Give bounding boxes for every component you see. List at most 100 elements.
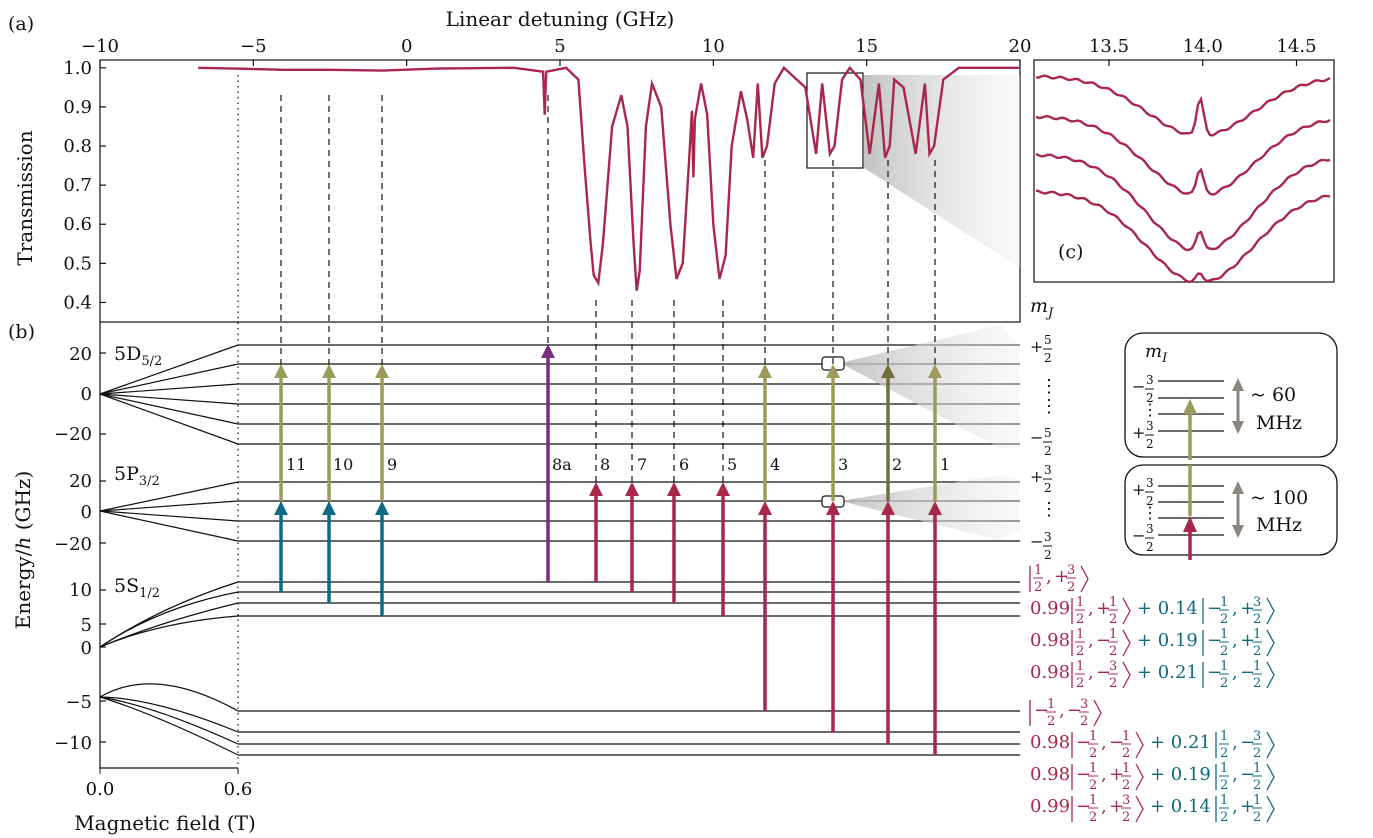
svg-text:−10: −10: [54, 733, 92, 754]
svg-text:⋮: ⋮: [1142, 400, 1158, 419]
d52-fan: [99, 383, 239, 395]
fraction-sign: +: [1240, 630, 1255, 651]
arrow-teal-10-head: [322, 501, 336, 515]
fraction-denominator: 2: [1253, 778, 1261, 793]
fraction-numerator: 1: [1047, 697, 1055, 712]
ket-comma: ,: [1046, 566, 1052, 587]
fraction-denominator: 2: [1253, 676, 1261, 691]
ket-comma: ,: [1101, 764, 1107, 785]
svg-text:MHz: MHz: [1256, 514, 1302, 536]
fraction-numerator: 3: [1067, 563, 1075, 578]
fraction-denominator: 2: [1122, 810, 1130, 825]
state-label-row: 0.98 −12, +12+ 0.19 12, −12: [1030, 761, 1275, 793]
ket-angle: [1266, 795, 1275, 823]
fraction-denominator: 2: [1109, 676, 1117, 691]
fraction-denominator: 2: [1253, 612, 1261, 627]
p32-fan: [99, 500, 239, 512]
ket-comma: ,: [1232, 630, 1238, 651]
fraction-numerator: 1: [1220, 761, 1228, 776]
ket-angle: [1266, 763, 1275, 791]
ket-angle: [1122, 629, 1131, 657]
state-label-row: −12, −32: [1029, 697, 1102, 729]
transition-number: 11: [286, 455, 306, 474]
fraction-numerator: 1: [1089, 729, 1097, 744]
fraction-sign: +: [1096, 598, 1111, 619]
arrow-red-5-head: [716, 482, 730, 496]
y-axis-title-energy: Energy/h (GHz): [11, 471, 35, 630]
ket-angle: [1135, 731, 1144, 759]
svg-text:2: 2: [1044, 548, 1052, 562]
fraction-numerator: 1: [1109, 595, 1117, 610]
ket-comma: ,: [1101, 732, 1107, 753]
ket-comma: ,: [1088, 630, 1094, 651]
svg-text:⋮: ⋮: [1142, 503, 1158, 522]
svg-text:+: +: [1132, 423, 1145, 442]
fraction-sign: +: [1240, 796, 1255, 817]
state-tail-coefficient: + 0.19: [1137, 630, 1198, 651]
arrow-olive-1-head: [928, 364, 942, 378]
p32-fan: [99, 510, 239, 522]
fraction-numerator: 3: [1253, 595, 1261, 610]
fraction-denominator: 2: [1076, 676, 1084, 691]
svg-text:2: 2: [1044, 351, 1052, 365]
fraction-numerator: 1: [1089, 761, 1097, 776]
state-composition-labels: 12, +320.99 12, +12+ 0.14 −12, +320.98 12, −12+…: [1029, 563, 1275, 825]
ket-angle: [1080, 565, 1089, 593]
transition-number: 10: [333, 455, 353, 474]
x-tick-label-c: 14.5: [1276, 36, 1316, 57]
arrow-teal-11-head: [274, 501, 288, 515]
svg-text:3: 3: [1146, 373, 1154, 387]
svg-text:2: 2: [1044, 444, 1052, 458]
svg-text:20: 20: [69, 471, 92, 492]
ket-angle: [1266, 661, 1275, 689]
arrow-olive-11-head: [274, 364, 288, 378]
trace-c: [1035, 114, 1331, 196]
fraction-sign: −: [1076, 796, 1091, 817]
panel-label-a: (a): [8, 13, 34, 35]
svg-text:−: −: [1030, 428, 1043, 447]
fraction-numerator: 1: [1076, 595, 1084, 610]
svg-text:−5: −5: [65, 692, 92, 713]
y-tick-label-a: 0.6: [63, 214, 92, 235]
transition-number: 8a: [552, 455, 572, 474]
mj-labels: +52 ⋮ ⋮ −52 +32 ⋮ −32: [1030, 333, 1058, 562]
arrow-red-8-head: [589, 482, 603, 496]
svg-text:20: 20: [69, 344, 92, 365]
fraction-denominator: 2: [1034, 580, 1042, 595]
transition-number: 2: [892, 455, 902, 474]
svg-text:⋮: ⋮: [1040, 396, 1058, 417]
transmission-trace: [198, 65, 1020, 291]
transition-number: 9: [387, 455, 397, 474]
x-tick-label-a: 10: [702, 36, 725, 57]
transition-number: 4: [770, 455, 780, 474]
state-coefficient: 0.98: [1030, 764, 1070, 785]
x-ticks-c: 13.5 14.0 14.5: [1089, 36, 1317, 66]
svg-text:−: −: [1132, 526, 1145, 545]
plot-area-c: [1033, 59, 1335, 283]
zoom-shade-p-inset: [840, 475, 1020, 540]
ket-angle: [1266, 597, 1275, 625]
state-coefficient: 0.98: [1030, 662, 1070, 683]
state-label-row: 0.98 12, −12+ 0.19 −12, +12: [1030, 627, 1275, 659]
svg-text:−20: −20: [54, 534, 92, 555]
x-tick-label-a: 20: [1009, 36, 1032, 57]
ket-angle: [1266, 731, 1275, 759]
x-tick-label-c: 13.5: [1089, 36, 1129, 57]
svg-text:−: −: [1030, 532, 1043, 551]
field-tick-0.6: 0.6: [224, 779, 253, 800]
svg-text:2: 2: [1146, 540, 1154, 554]
s12-lower-curve: [99, 696, 239, 733]
state-label-row: 0.98 12, −32+ 0.21 −12, −12: [1030, 659, 1275, 691]
s12-lower-curve: [99, 683, 239, 712]
state-tail-coefficient: + 0.21: [1137, 662, 1198, 683]
fraction-sign: +: [1109, 764, 1124, 785]
trace-c: [1035, 189, 1331, 284]
fraction-denominator: 2: [1220, 676, 1228, 691]
svg-text:5: 5: [1044, 426, 1052, 440]
fraction-numerator: 1: [1253, 627, 1261, 642]
fraction-numerator: 1: [1034, 563, 1042, 578]
arrow-red-2-head: [881, 501, 895, 515]
fraction-numerator: 1: [1253, 793, 1261, 808]
panel-label-b: (b): [8, 321, 35, 343]
svg-text:2: 2: [1146, 437, 1154, 451]
